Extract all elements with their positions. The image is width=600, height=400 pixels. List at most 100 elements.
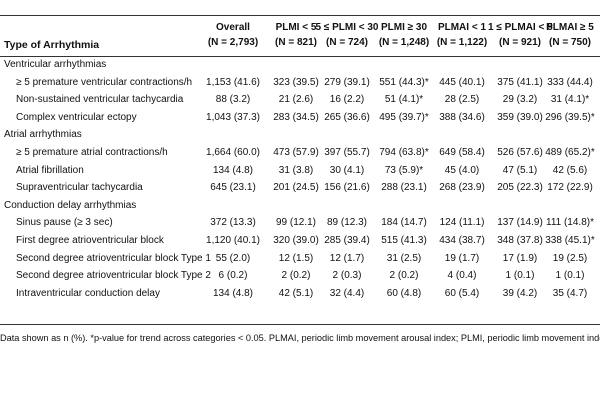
section-title: Atrial arrhythmias (4, 129, 82, 141)
row-label: Non-sustained ventricular tachycardia (16, 94, 184, 106)
cell: 51 (4.1)* (384, 94, 424, 106)
column-name: PLMI < 5 (275, 22, 317, 33)
cell: 551 (44.3)* (379, 76, 429, 88)
cell: 1,664 (60.0) (206, 147, 260, 158)
cell: 515 (41.3) (381, 235, 427, 246)
cell: 1,120 (40.1) (206, 235, 260, 246)
column-n: (N = 1,122) (436, 37, 488, 48)
column-name: PLMAI < 1 (437, 22, 487, 33)
cell: 526 (57.6) (497, 147, 543, 158)
cell: 794 (63.8)* (379, 147, 429, 158)
cell: 279 (39.1) (324, 76, 370, 88)
column-name: PLMAI ≥ 5 (546, 22, 594, 33)
cell: 1,043 (37.3) (206, 111, 260, 123)
column-n: (N = 821) (275, 37, 317, 48)
bottom-rule (0, 324, 600, 325)
cell: 4 (0.4) (447, 270, 477, 282)
cell: 265 (36.6) (324, 111, 370, 123)
column-name: Overall (216, 22, 250, 33)
cell: 124 (11.1) (439, 217, 485, 229)
row-label: ≥ 5 premature atrial contractions/h (16, 147, 168, 158)
cell: 89 (12.3) (326, 217, 368, 229)
cell: 372 (13.3) (210, 217, 256, 229)
cell: 338 (45.1)* (545, 235, 595, 246)
cell: 156 (21.6) (324, 182, 370, 194)
row-label: Intraventricular conduction delay (16, 287, 160, 299)
row-label: Complex ventricular ectopy (16, 111, 137, 123)
cell: 21 (2.6) (278, 94, 314, 106)
cell: 388 (34.6) (439, 111, 485, 123)
row-label: Sinus pause (≥ 3 sec) (16, 217, 113, 229)
cell: 489 (65.2)* (545, 147, 595, 158)
cell: 31 (4.1)* (550, 94, 590, 106)
cell: 495 (39.7)* (379, 111, 429, 123)
column-n: (N = 1,248) (378, 37, 430, 48)
cell: 296 (39.5)* (545, 111, 595, 123)
cell: 283 (34.5) (273, 111, 319, 123)
cell: 88 (3.2) (215, 94, 251, 106)
cell: 268 (23.9) (439, 182, 485, 194)
cell: 2 (0.2) (389, 270, 419, 282)
cell: 320 (39.0) (273, 235, 319, 246)
cell: 39 (4.2) (502, 287, 538, 299)
cell: 172 (22.9) (547, 182, 593, 194)
cell: 445 (40.1) (439, 76, 485, 88)
cell: 12 (1.5) (278, 252, 314, 264)
cell: 645 (23.1) (210, 182, 256, 194)
cell: 1 (0.1) (555, 270, 585, 282)
cell: 42 (5.1) (278, 287, 314, 299)
top-rule (0, 15, 600, 16)
cell: 348 (37.8) (497, 235, 543, 246)
cell: 30 (4.1) (329, 164, 365, 176)
row-label: Atrial fibrillation (16, 164, 84, 176)
cell: 6 (0.2) (218, 270, 248, 282)
cell: 649 (58.4) (439, 147, 485, 158)
cell: 111 (14.8)* (546, 217, 594, 229)
column-name: 1 ≤ PLMAI < 5 (488, 22, 553, 33)
column-n: (N = 724) (326, 37, 368, 48)
cell: 134 (4.8) (212, 287, 254, 299)
column-name: 5 ≤ PLMI < 30 (315, 22, 379, 33)
row-label: Second degree atrioventricular block Typ… (16, 252, 211, 264)
cell: 99 (12.1) (275, 217, 317, 229)
header-label: Type of Arrhythmia (4, 39, 100, 51)
cell: 1 (0.1) (505, 270, 535, 282)
section-title: Ventricular arrhythmias (4, 59, 107, 70)
cell: 35 (4.7) (552, 287, 588, 299)
cell: 42 (5.6) (552, 164, 588, 176)
cell: 55 (2.0) (215, 252, 251, 264)
cell: 288 (23.1) (381, 182, 427, 194)
cell: 375 (41.1) (497, 76, 543, 88)
column-n: (N = 2,793) (207, 37, 259, 48)
header-rule (0, 56, 600, 57)
row-label: ≥ 5 premature ventricular contractions/h (16, 76, 193, 88)
cell: 17 (1.9) (502, 252, 538, 264)
cell: 60 (5.4) (444, 287, 480, 299)
cell: 29 (3.2) (502, 94, 538, 106)
cell: 184 (14.7) (381, 217, 427, 229)
row-label: First degree atrioventricular block (16, 235, 164, 246)
cell: 32 (4.4) (329, 287, 365, 299)
section-title: Conduction delay arrhythmias (4, 199, 137, 211)
cell: 2 (0.3) (332, 270, 362, 282)
cell: 359 (39.0) (497, 111, 543, 123)
column-n: (N = 921) (499, 37, 541, 48)
cell: 473 (57.9) (273, 147, 319, 158)
cell: 201 (24.5) (273, 182, 319, 194)
cell: 285 (39.4) (324, 235, 370, 246)
cell: 45 (4.0) (444, 164, 480, 176)
cell: 28 (2.5) (444, 94, 480, 106)
cell: 73 (5.9)* (384, 164, 424, 176)
cell: 12 (1.7) (329, 252, 365, 264)
cell: 31 (3.8) (278, 164, 314, 176)
cell: 434 (38.7) (439, 235, 485, 246)
cell: 134 (4.8) (212, 164, 254, 176)
cell: 60 (4.8) (386, 287, 422, 299)
cell: 1,153 (41.6) (206, 76, 260, 88)
cell: 16 (2.2) (329, 94, 365, 106)
column-name: PLMI ≥ 30 (380, 22, 428, 33)
column-n: (N = 750) (549, 37, 591, 48)
cell: 31 (2.5) (386, 252, 422, 264)
cell: 47 (5.1) (502, 164, 538, 176)
row-label: Supraventricular tachycardia (16, 182, 143, 194)
